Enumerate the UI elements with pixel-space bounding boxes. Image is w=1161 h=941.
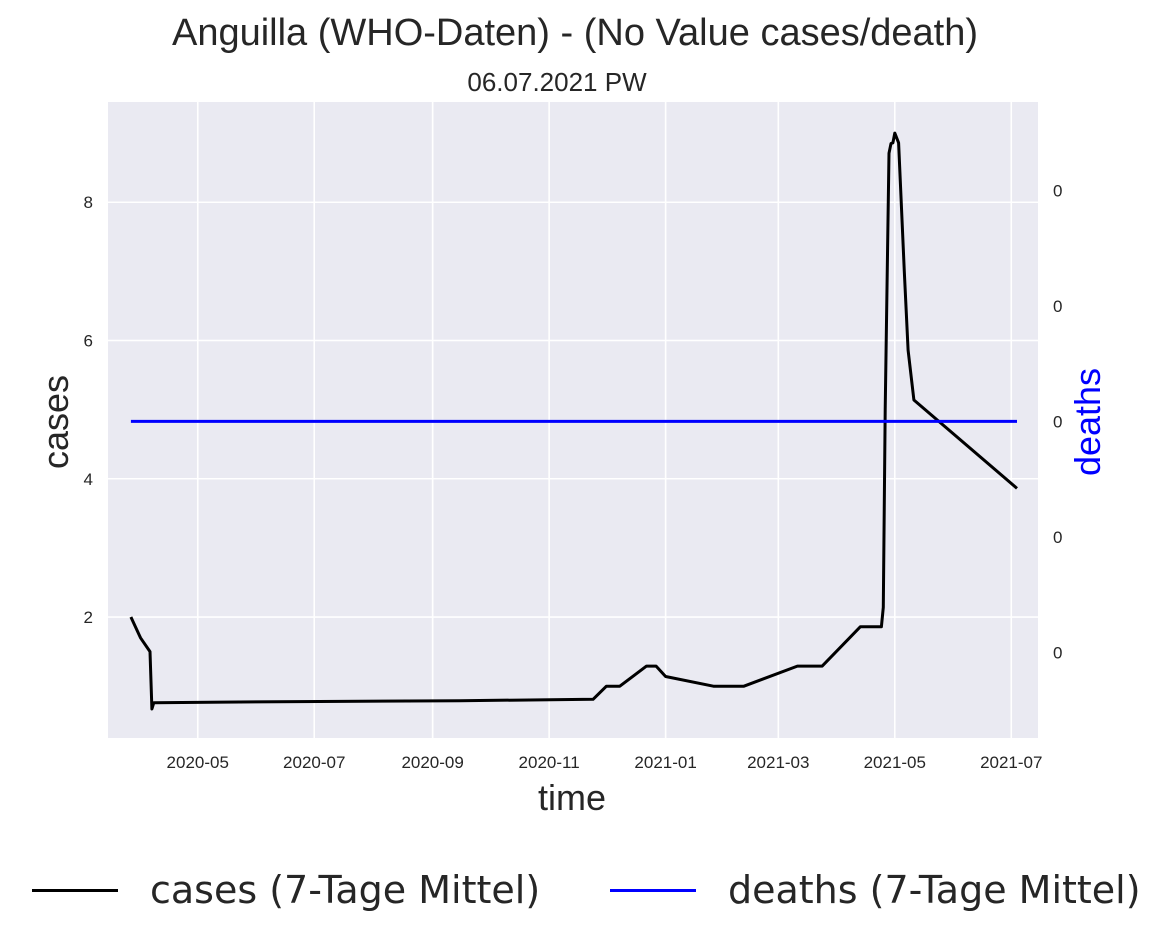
- legend-label-cases: cases (7-Tage Mittel): [150, 868, 541, 912]
- x-tick-label: 2020-05: [167, 753, 229, 772]
- y-tick-label: 8: [84, 193, 93, 212]
- legend-line-deaths: [610, 888, 696, 892]
- legend-label-deaths: deaths (7-Tage Mittel): [728, 868, 1141, 912]
- cases-series-line: [129, 131, 1018, 711]
- legend-line-cases: [32, 888, 118, 892]
- x-tick-label: 2021-03: [747, 753, 809, 772]
- legend: cases (7-Tage Mittel) deaths (7-Tage Mit…: [0, 855, 1161, 925]
- x-tick-labels: 2020-05 2020-07 2020-09 2020-11 2021-01 2021-…: [167, 753, 1043, 772]
- y2-tick-label: 0: [1053, 297, 1062, 316]
- series-layer: [129, 131, 1018, 711]
- y2-tick-label: 0: [1053, 412, 1062, 431]
- x-axis-label: time: [538, 777, 606, 818]
- y2-tick-label: 0: [1053, 181, 1062, 200]
- x-tick-label: 2021-01: [634, 753, 696, 772]
- y2-tick-label: 0: [1053, 643, 1062, 662]
- legend-item-deaths: deaths (7-Tage Mittel): [610, 865, 1141, 915]
- y2-tick-labels: 0 0 0 0 0: [1053, 181, 1062, 662]
- y-tick-labels: 2 4 6 8: [84, 193, 93, 627]
- chart-title: Anguilla (WHO-Daten) - (No Value cases/d…: [172, 12, 978, 54]
- y2-axis-label: deaths: [1067, 368, 1108, 476]
- y-axis-label: cases: [35, 375, 76, 469]
- legend-item-cases: cases (7-Tage Mittel): [32, 865, 540, 915]
- y-tick-label: 4: [84, 470, 93, 489]
- x-tick-label: 2020-09: [401, 753, 463, 772]
- y-tick-label: 2: [84, 608, 93, 627]
- x-tick-label: 2021-05: [864, 753, 926, 772]
- y-tick-label: 6: [84, 332, 93, 351]
- chart-subtitle: 06.07.2021 PW: [467, 67, 647, 97]
- x-tick-label: 2020-11: [519, 753, 580, 772]
- y2-tick-label: 0: [1053, 528, 1062, 547]
- x-tick-label: 2020-07: [283, 753, 345, 772]
- chart-figure: 2020-05 2020-07 2020-09 2020-11 2021-01 2021-…: [35, 12, 1108, 818]
- x-tick-label: 2021-07: [980, 753, 1042, 772]
